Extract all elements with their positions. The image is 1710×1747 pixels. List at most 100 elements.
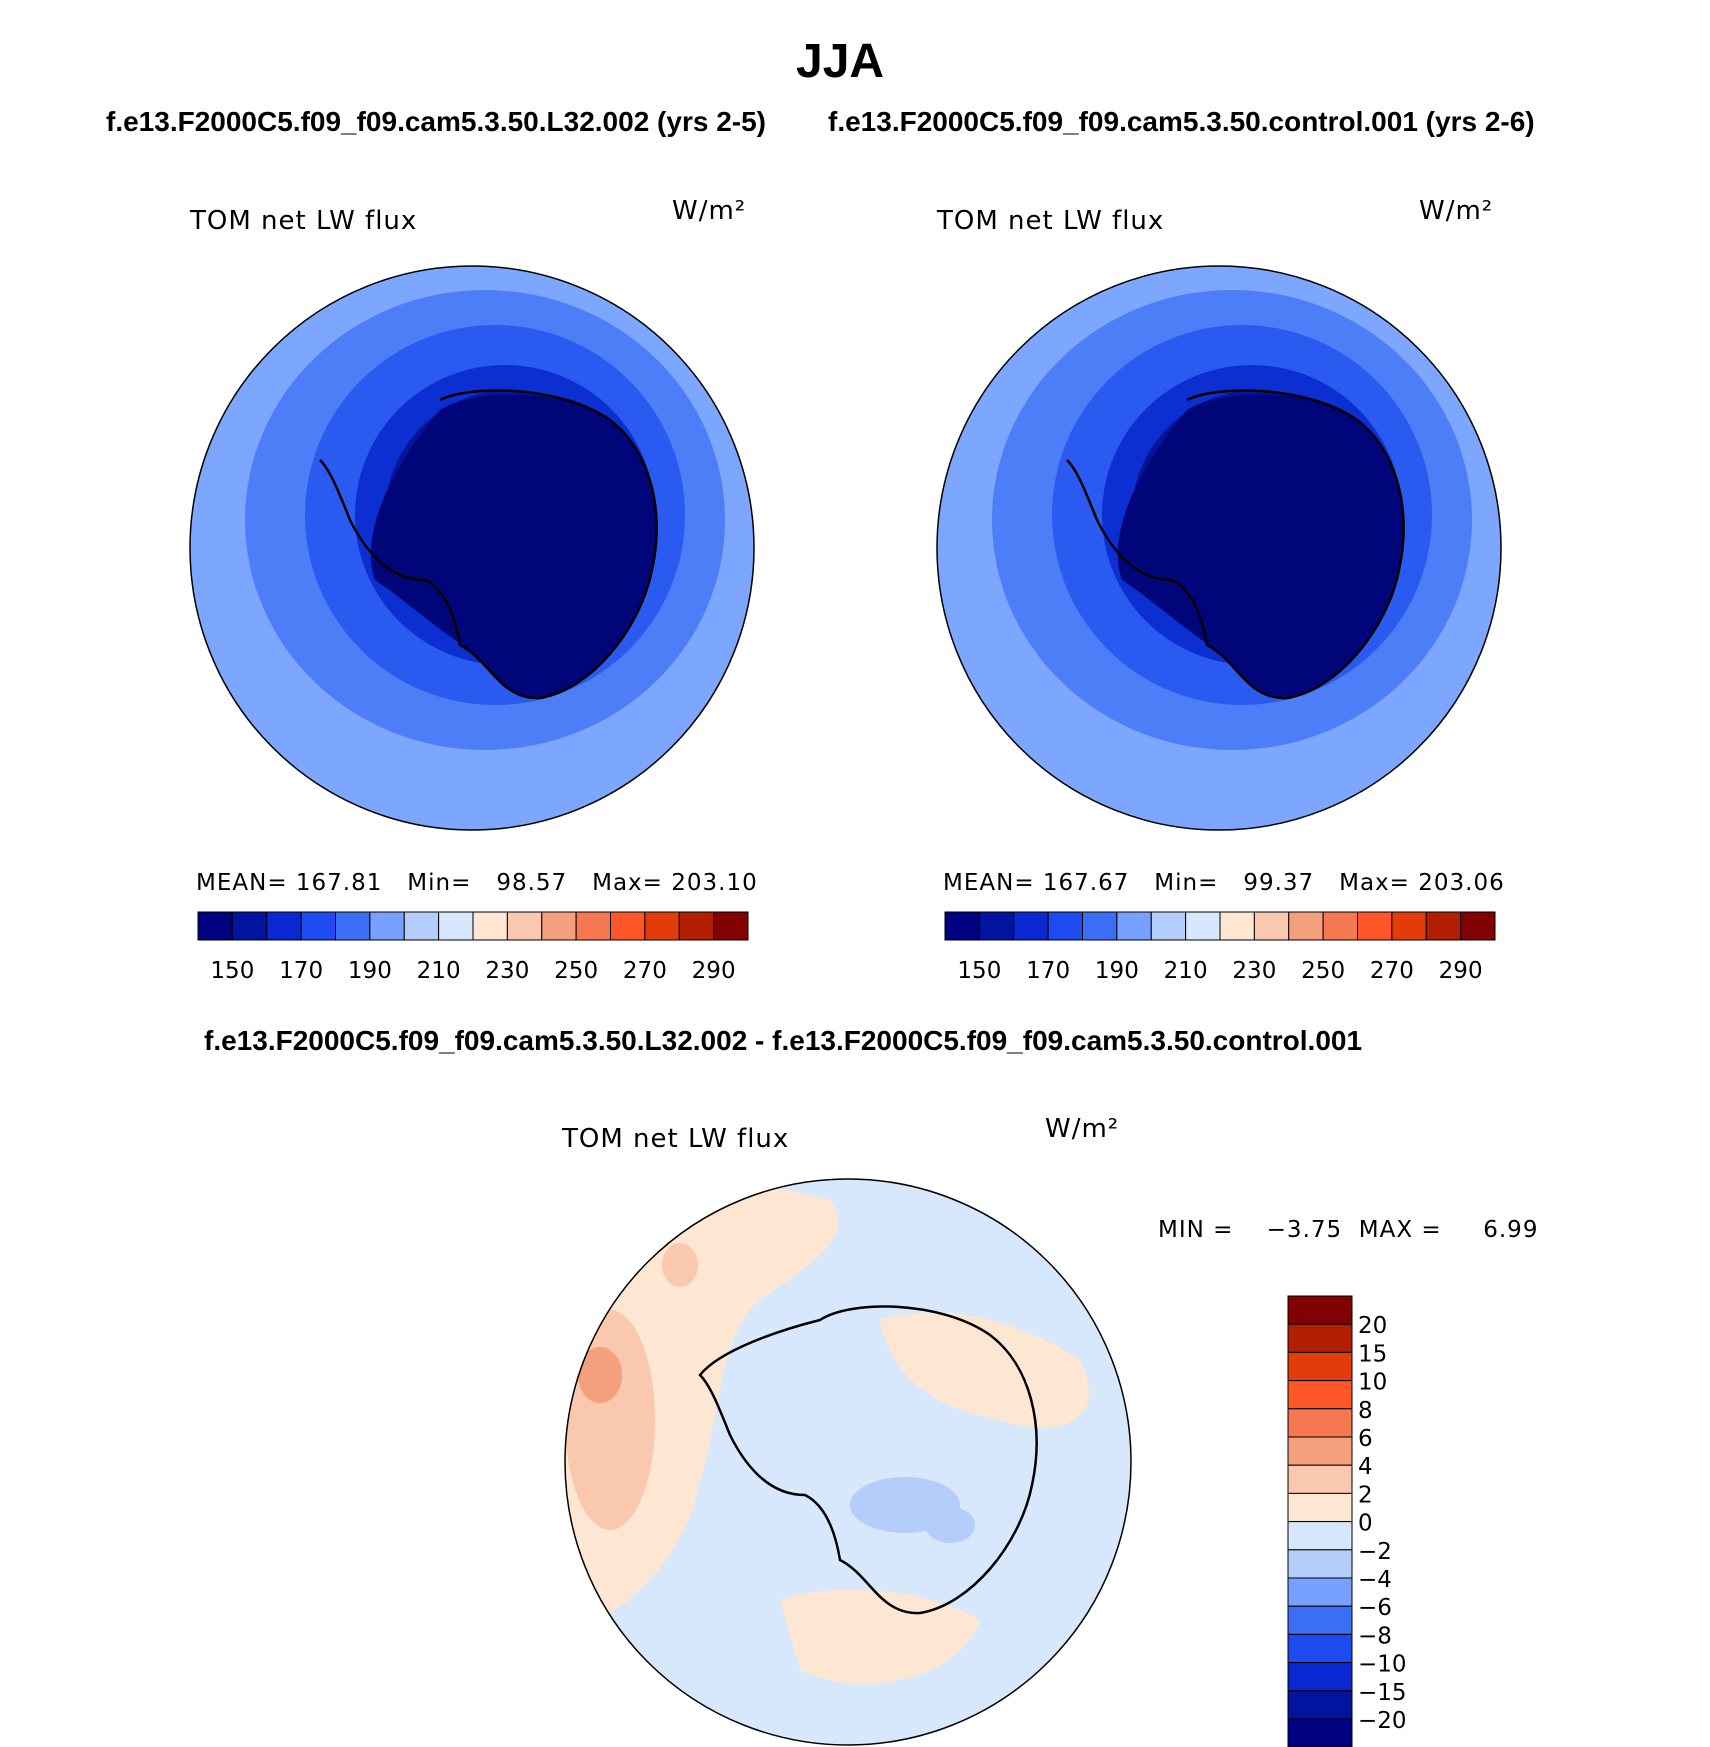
- diff-colorbar-tick-label: −2: [1358, 1539, 1392, 1565]
- right-colorbar-swatch: [1357, 911, 1393, 941]
- diff-colorbar-tick-label: −20: [1358, 1708, 1407, 1734]
- right-colorbar-tick-label: 190: [1095, 958, 1139, 984]
- left-colorbar-tick-label: 170: [279, 958, 323, 984]
- diff-stats: MIN = −3.75 MAX = 6.99: [1158, 1217, 1539, 1243]
- right-colorbar-swatch: [1425, 911, 1462, 941]
- left-colorbar-swatch: [472, 911, 508, 941]
- diff-colorbar-tick-label: 15: [1358, 1341, 1387, 1367]
- left-colorbar-swatch: [610, 911, 646, 941]
- diff-colorbar-tick-label: −4: [1358, 1567, 1392, 1593]
- left-colorbar-swatch: [266, 911, 302, 941]
- right-colorbar-tick-label: 230: [1232, 958, 1276, 984]
- left-colorbar: 150 170 190 210 230 250 270 290: [197, 911, 749, 984]
- right-colorbar-swatch: [1116, 911, 1152, 941]
- left-colorbar-tick-label: 210: [417, 958, 461, 984]
- right-colorbar-tick-label: 170: [1026, 958, 1070, 984]
- diff-colorbar-swatch: [1287, 1718, 1353, 1747]
- right-colorbar-tick-label: 150: [957, 958, 1001, 984]
- right-colorbar-swatch: [1082, 911, 1118, 941]
- diff-colorbar-swatch: [1287, 1351, 1353, 1382]
- left-colorbar-swatch: [541, 911, 577, 941]
- left-colorbar-swatch: [678, 911, 715, 941]
- diff-colorbar-swatch: [1287, 1605, 1353, 1635]
- diff-colorbar-tick-label: −8: [1358, 1623, 1392, 1649]
- right-colorbar-swatch: [1013, 911, 1049, 941]
- right-units: W/m²: [1419, 196, 1494, 226]
- diff-colorbar-tick-label: 6: [1358, 1426, 1373, 1452]
- left-colorbar-swatch: [438, 911, 474, 941]
- right-colorbar-swatch: [1185, 911, 1221, 941]
- diff-colorbar-swatch: [1287, 1633, 1353, 1664]
- right-colorbar-tick-label: 250: [1301, 958, 1345, 984]
- diff-colorbar-tick-label: 8: [1358, 1398, 1373, 1424]
- left-colorbar-swatch: [644, 911, 680, 941]
- left-colorbar-swatch: [506, 911, 543, 941]
- diff-colorbar-swatch: [1287, 1662, 1353, 1692]
- diff-colorbar-tick-label: 4: [1358, 1454, 1373, 1480]
- diff-colorbar-swatch: [1287, 1549, 1353, 1579]
- left-colorbar-swatch: [300, 911, 336, 941]
- diff-colorbar-tick-label: 10: [1358, 1370, 1387, 1396]
- page-title: JJA: [796, 35, 885, 88]
- left-colorbar-swatch: [713, 911, 749, 941]
- diff-colorbar-swatch: [1287, 1492, 1353, 1523]
- right-colorbar-swatch: [944, 911, 980, 941]
- diff-colorbar-swatch: [1287, 1577, 1353, 1607]
- right-colorbar-swatch: [978, 911, 1015, 941]
- left-colorbar-tick-label: 150: [210, 958, 254, 984]
- diff-colorbar-tick-label: 2: [1358, 1482, 1373, 1508]
- diff-colorbar-tick-label: 20: [1358, 1313, 1387, 1339]
- diff-colorbar-tick-label: −6: [1358, 1595, 1392, 1621]
- right-coastline: [1066, 389, 1405, 700]
- right-colorbar-swatch: [1150, 911, 1187, 941]
- diff-colorbar-swatch: [1287, 1521, 1353, 1551]
- right-colorbar-tick-label: 270: [1370, 958, 1414, 984]
- left-units: W/m²: [672, 196, 747, 226]
- diff-colorbar-tick-label: 0: [1358, 1511, 1373, 1537]
- right-colorbar-swatch: [1219, 911, 1255, 941]
- left-colorbar-tick-label: 290: [692, 958, 736, 984]
- right-colorbar-swatch: [1460, 911, 1496, 941]
- left-colorbar-swatch: [575, 911, 611, 941]
- diff-colorbar-swatch: [1287, 1323, 1353, 1353]
- right-colorbar: 150 170 190 210 230 250 270 290: [944, 911, 1496, 984]
- right-colorbar-swatch: [1288, 911, 1324, 941]
- right-colorbar-swatch: [1253, 911, 1290, 941]
- diff-colorbar-swatch: [1287, 1690, 1353, 1720]
- diff-colorbar-swatch: [1287, 1408, 1353, 1438]
- diff-colorbar-swatch: [1287, 1380, 1353, 1410]
- left-colorbar-swatch: [403, 911, 440, 941]
- right-panel-subtitle: f.e13.F2000C5.f09_f09.cam5.3.50.control.…: [828, 106, 1535, 137]
- diff-colorbar-swatch: [1287, 1436, 1353, 1466]
- left-coastline: [319, 389, 658, 700]
- left-colorbar-swatch: [369, 911, 405, 941]
- right-var-label: TOM net LW flux: [937, 206, 1165, 236]
- diff-colorbar-tick-label: −10: [1358, 1652, 1407, 1678]
- left-panel-subtitle: f.e13.F2000C5.f09_f09.cam5.3.50.L32.002 …: [106, 106, 766, 137]
- right-colorbar-swatch: [1391, 911, 1427, 941]
- diff-colorbar-swatch: [1287, 1464, 1353, 1494]
- right-colorbar-tick-label: 210: [1164, 958, 1208, 984]
- left-colorbar-swatch: [197, 911, 233, 941]
- left-colorbar-tick-label: 230: [485, 958, 529, 984]
- left-stats: MEAN= 167.81 Min= 98.57 Max= 203.10: [196, 870, 758, 896]
- diff-panel-subtitle: f.e13.F2000C5.f09_f09.cam5.3.50.L32.002 …: [204, 1025, 1363, 1056]
- diff-colorbar-tick-label: −15: [1358, 1680, 1407, 1706]
- right-stats: MEAN= 167.67 Min= 99.37 Max= 203.06: [943, 870, 1505, 896]
- left-colorbar-tick-label: 190: [348, 958, 392, 984]
- right-colorbar-swatch: [1322, 911, 1358, 941]
- right-colorbar-swatch: [1047, 911, 1083, 941]
- diff-coastline: [698, 1305, 1038, 1615]
- diff-units: W/m²: [1045, 1114, 1120, 1144]
- left-colorbar-tick-label: 250: [554, 958, 598, 984]
- diff-colorbar-swatch: [1287, 1295, 1353, 1325]
- left-colorbar-swatch: [231, 911, 268, 941]
- right-colorbar-tick-label: 290: [1439, 958, 1483, 984]
- left-colorbar-swatch: [335, 911, 371, 941]
- right-polar-map: [937, 266, 1501, 830]
- diff-var-label: TOM net LW flux: [562, 1124, 790, 1154]
- left-var-label: TOM net LW flux: [190, 206, 418, 236]
- left-polar-map: [190, 266, 754, 830]
